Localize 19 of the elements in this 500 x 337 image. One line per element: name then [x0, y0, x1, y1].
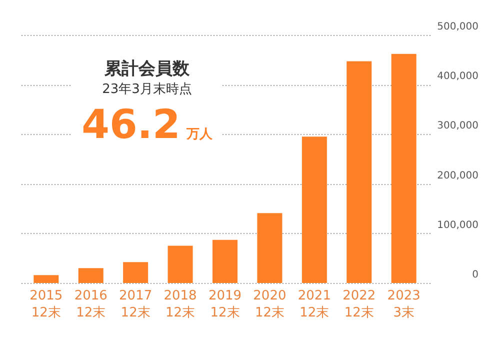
y-tick-label: 100,000 [437, 220, 478, 231]
x-tick-label: 2015 12末 [30, 288, 63, 320]
text: 23年3月末時点 [101, 81, 193, 99]
x-tick-label: 2023 3末 [387, 288, 420, 320]
x-tick-label: 2021 12末 [298, 288, 331, 320]
x-tick-label: 2020 12末 [253, 288, 286, 320]
x-tick-label: 2019 12末 [208, 288, 242, 320]
y-tick-label: 500,000 [437, 22, 478, 32]
y-tick-label: 300,000 [437, 120, 478, 132]
y-tick-label: 0 [472, 270, 478, 280]
annotation: 万人 [186, 127, 212, 142]
x-tick-label: 2017 12末 [119, 288, 152, 320]
annotation: 46.2 [82, 102, 180, 148]
x-tick-label: 2018 12末 [164, 288, 197, 320]
text: 累計会員数 [104, 58, 190, 80]
y-tick-label: 400,000 [437, 71, 478, 82]
x-tick-label: 2016 12末 [74, 288, 108, 320]
x-tick-label: 2022 12末 [342, 288, 376, 320]
y-tick-label: 200,000 [437, 170, 478, 182]
